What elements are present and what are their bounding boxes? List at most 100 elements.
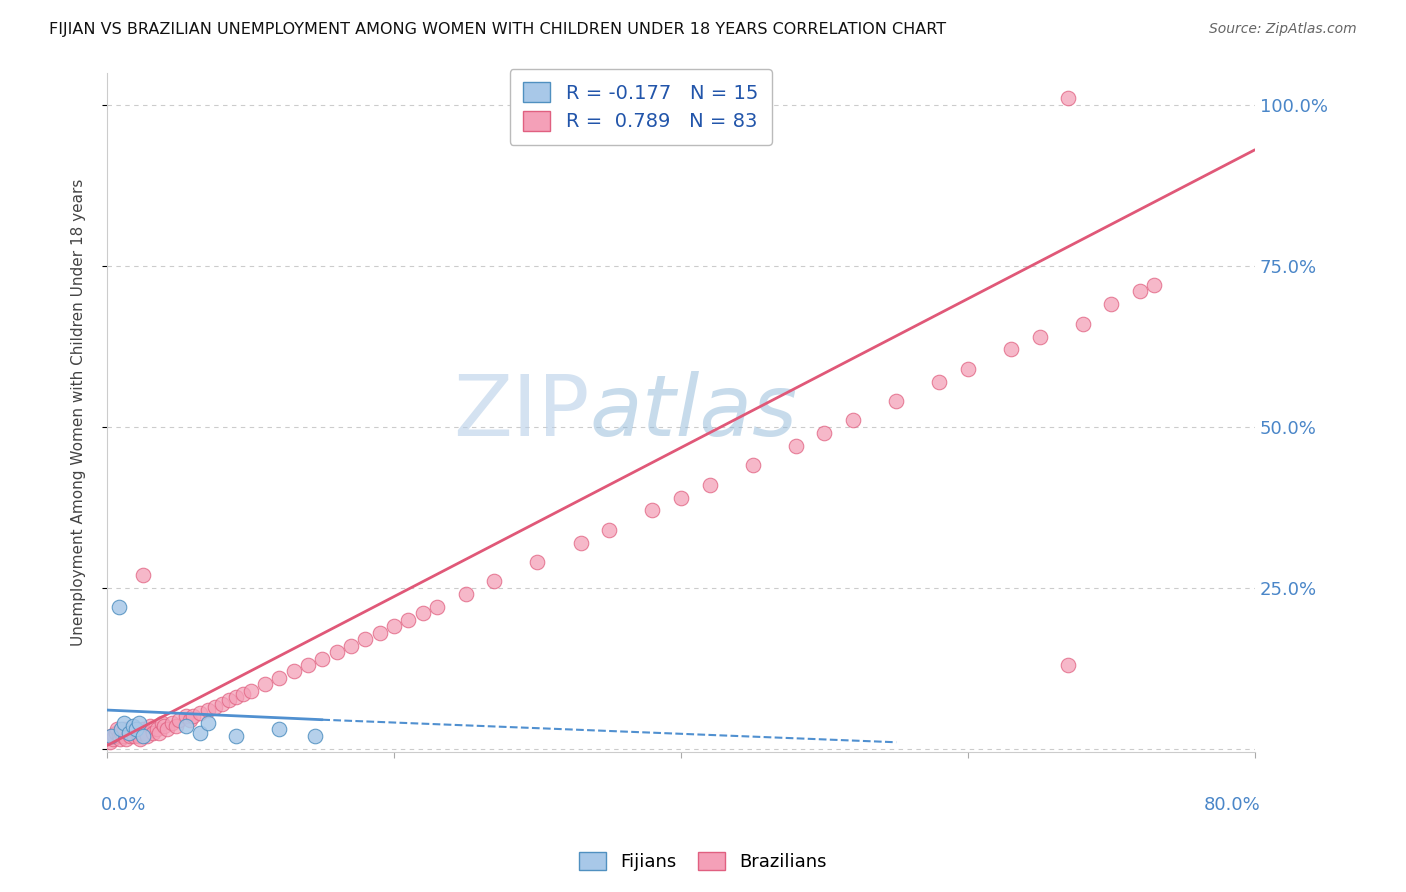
Point <box>1028 329 1050 343</box>
Point <box>204 699 226 714</box>
Point <box>325 645 347 659</box>
Point <box>1071 317 1094 331</box>
Point <box>100 729 122 743</box>
Point <box>114 732 136 747</box>
Point <box>1057 657 1080 672</box>
Text: 0.0%: 0.0% <box>101 796 146 814</box>
Point <box>225 690 247 705</box>
Point <box>174 709 197 723</box>
Point <box>412 607 434 621</box>
Point <box>132 567 155 582</box>
Point <box>103 729 125 743</box>
Point <box>117 725 139 739</box>
Point <box>884 394 907 409</box>
Point <box>842 413 865 427</box>
Y-axis label: Unemployment Among Women with Children Under 18 years: Unemployment Among Women with Children U… <box>72 178 86 646</box>
Point <box>641 503 664 517</box>
Text: 80.0%: 80.0% <box>1204 796 1261 814</box>
Point <box>121 723 143 737</box>
Point <box>218 693 240 707</box>
Point <box>354 632 377 647</box>
Point <box>101 732 124 747</box>
Text: Source: ZipAtlas.com: Source: ZipAtlas.com <box>1209 22 1357 37</box>
Point <box>146 723 169 737</box>
Point <box>598 523 620 537</box>
Point <box>112 723 135 737</box>
Point <box>211 697 233 711</box>
Text: FIJIAN VS BRAZILIAN UNEMPLOYMENT AMONG WOMEN WITH CHILDREN UNDER 18 YEARS CORREL: FIJIAN VS BRAZILIAN UNEMPLOYMENT AMONG W… <box>49 22 946 37</box>
Point <box>699 477 721 491</box>
Point <box>454 587 477 601</box>
Point <box>188 725 211 739</box>
Point <box>125 723 148 737</box>
Point <box>785 439 807 453</box>
Point <box>110 725 132 739</box>
Point <box>136 729 159 743</box>
Point <box>156 723 179 737</box>
Point <box>311 651 333 665</box>
Point <box>340 639 363 653</box>
Point <box>132 729 155 743</box>
Point <box>1143 278 1166 293</box>
Point <box>197 715 219 730</box>
Point <box>131 725 153 739</box>
Point <box>112 715 135 730</box>
Point <box>108 732 131 747</box>
Point <box>98 735 121 749</box>
Point <box>104 725 127 739</box>
Point <box>124 729 146 743</box>
Point <box>304 729 326 743</box>
Point <box>569 535 592 549</box>
Point <box>484 574 506 589</box>
Point <box>150 715 173 730</box>
Point <box>111 729 134 743</box>
Point <box>426 600 449 615</box>
Point <box>165 719 187 733</box>
Point <box>105 723 128 737</box>
Point <box>110 723 132 737</box>
Point <box>1129 285 1152 299</box>
Point <box>368 625 391 640</box>
Point <box>382 619 405 633</box>
Point <box>117 725 139 739</box>
Point <box>956 361 979 376</box>
Point <box>526 555 548 569</box>
Point <box>1057 91 1080 105</box>
Point <box>179 713 201 727</box>
Point <box>139 719 162 733</box>
Point <box>128 729 150 743</box>
Point <box>118 729 141 743</box>
Point <box>122 719 145 733</box>
Point <box>100 729 122 743</box>
Point <box>128 715 150 730</box>
Point <box>396 613 419 627</box>
Point <box>239 683 262 698</box>
Point <box>297 657 319 672</box>
Point <box>269 671 291 685</box>
Point <box>253 677 276 691</box>
Point <box>928 375 950 389</box>
Point <box>122 725 145 739</box>
Point <box>135 725 157 739</box>
Point <box>160 715 183 730</box>
Point <box>181 709 204 723</box>
Point <box>197 703 219 717</box>
Point <box>153 719 176 733</box>
Point <box>125 723 148 737</box>
Legend: R = -0.177   N = 15, R =  0.789   N = 83: R = -0.177 N = 15, R = 0.789 N = 83 <box>509 69 772 145</box>
Point <box>741 458 763 473</box>
Point <box>148 725 170 739</box>
Point <box>142 725 165 739</box>
Point <box>174 719 197 733</box>
Point <box>107 729 129 743</box>
Point <box>269 723 291 737</box>
Point <box>107 600 129 615</box>
Point <box>1099 297 1122 311</box>
Point <box>132 723 155 737</box>
Point <box>129 732 152 747</box>
Point <box>283 665 305 679</box>
Point <box>1000 343 1022 357</box>
Legend: Fijians, Brazilians: Fijians, Brazilians <box>572 845 834 879</box>
Text: ZIP: ZIP <box>453 371 589 454</box>
Point <box>669 491 692 505</box>
